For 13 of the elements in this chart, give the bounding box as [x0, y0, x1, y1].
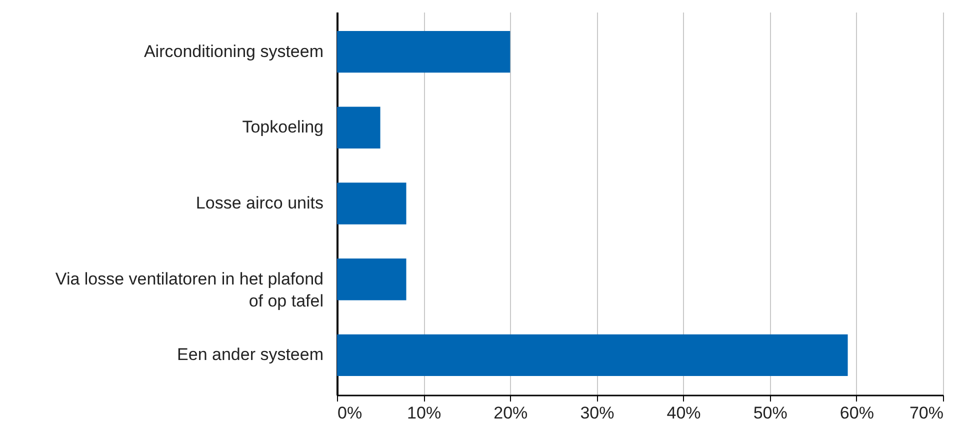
- y-tick-label: Een ander systeem: [177, 345, 324, 364]
- x-tick-label: 0%: [338, 404, 362, 422]
- x-tick-label: 40%: [666, 404, 701, 422]
- y-tick-label: Losse airco units: [196, 194, 324, 212]
- x-tick-label: 10%: [407, 404, 442, 422]
- x-tick-label: 60%: [840, 404, 874, 422]
- x-tick-label: 70%: [909, 404, 944, 422]
- y-tick-label: Airconditioning systeem: [144, 42, 324, 61]
- x-tick-label: 20%: [494, 404, 528, 422]
- y-tick-label: Via losse ventilatoren in het plafond of op tafel: [55, 269, 324, 310]
- y-tick-label: Topkoeling: [242, 118, 324, 137]
- x-tick-label: 30%: [580, 404, 614, 422]
- x-tick-label: 50%: [753, 404, 788, 422]
